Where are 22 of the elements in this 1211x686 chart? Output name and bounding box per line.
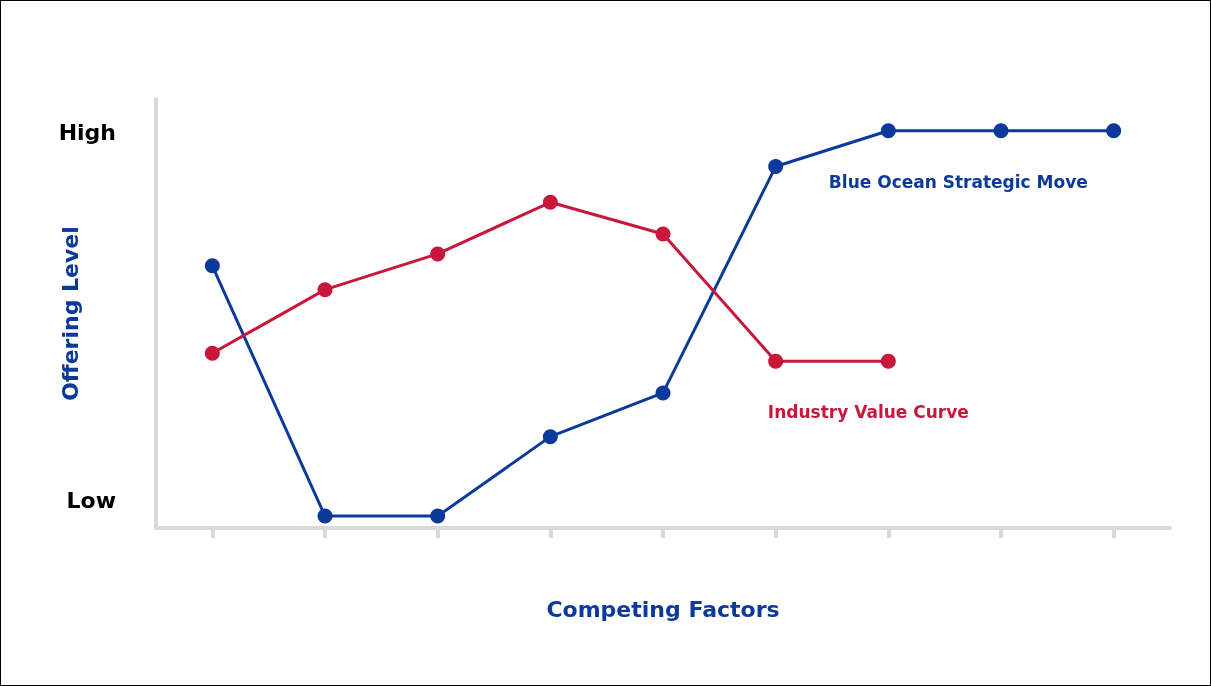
point [204, 345, 220, 361]
text: Industry Value Curve [767, 402, 969, 423]
point [993, 123, 1009, 139]
point [430, 508, 446, 524]
point [317, 508, 333, 524]
point [880, 353, 896, 369]
text: High [58, 119, 116, 145]
point [768, 159, 784, 175]
y-axis-title: Offering Level [57, 226, 83, 401]
point [430, 246, 446, 262]
point [1106, 123, 1122, 139]
point [317, 282, 333, 298]
point [880, 123, 896, 139]
point [542, 429, 558, 445]
text: Low [66, 487, 116, 513]
point [542, 194, 558, 210]
point [768, 353, 784, 369]
series-label: Blue Ocean Strategic Move [828, 171, 1088, 192]
point [204, 258, 220, 274]
point [655, 226, 671, 242]
x-axis-title: Competing Factors [546, 596, 780, 622]
point [655, 385, 671, 401]
